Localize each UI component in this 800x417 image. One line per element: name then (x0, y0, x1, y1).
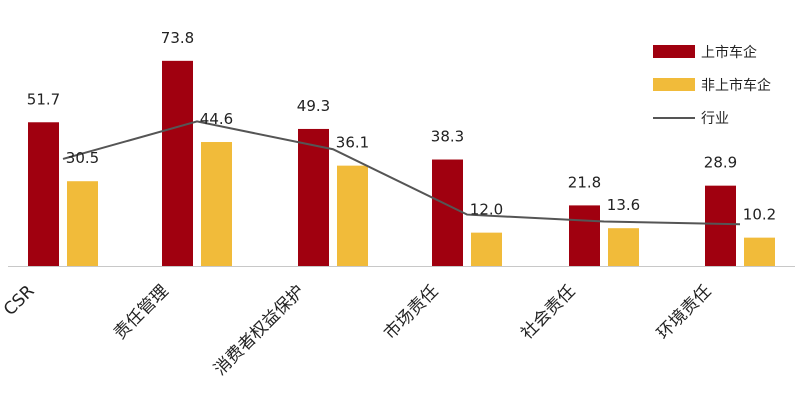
value-label-listed-2: 49.3 (297, 97, 330, 115)
legend-label-industry: 行业 (701, 111, 729, 127)
value-label-unlisted-4: 13.6 (607, 196, 640, 214)
value-label-listed-5: 28.9 (704, 154, 737, 172)
industry-line (62, 120, 741, 226)
bar-listed-4 (569, 205, 600, 266)
value-label-listed-4: 21.8 (568, 173, 601, 191)
legend-swatch-unlisted (653, 78, 695, 91)
bar-unlisted-3 (471, 232, 502, 266)
bar-listed-5 (705, 185, 736, 266)
category-labels-layer: CSR 责任管理 消费者权益保护 市场责任 社会责任 环境责任 (0, 281, 716, 379)
bars-layer (28, 60, 775, 266)
category-label-0: CSR (0, 281, 39, 320)
value-label-listed-0: 51.7 (27, 90, 60, 108)
bar-unlisted-1 (201, 142, 232, 266)
bar-listed-3 (432, 159, 463, 266)
value-label-listed-1: 73.8 (161, 29, 194, 47)
bar-listed-0 (28, 122, 59, 266)
bar-listed-2 (298, 128, 329, 266)
bar-unlisted-4 (608, 228, 639, 266)
bar-unlisted-5 (744, 237, 775, 266)
legend-swatch-listed (653, 45, 695, 58)
bar-unlisted-2 (337, 165, 368, 266)
value-label-unlisted-3: 12.0 (470, 201, 503, 219)
category-label-4: 社会责任 (517, 281, 579, 343)
value-labels-layer: 51.7 30.5 73.8 44.6 49.3 36.1 38.3 12.0 21.8 13.6… (27, 29, 776, 224)
value-label-listed-3: 38.3 (431, 128, 464, 146)
category-label-3: 市场责任 (380, 281, 442, 343)
bar-listed-1 (162, 60, 193, 266)
value-label-unlisted-5: 10.2 (743, 206, 776, 224)
value-label-unlisted-1: 44.6 (200, 110, 233, 128)
category-label-1: 责任管理 (110, 281, 172, 343)
category-label-2: 消费者权益保护 (210, 281, 308, 379)
category-label-5: 环境责任 (653, 281, 715, 343)
bar-unlisted-0 (67, 181, 98, 266)
line-layer (62, 120, 741, 226)
legend-label-listed: 上市车企 (701, 44, 757, 61)
legend-label-unlisted: 非上市车企 (701, 77, 771, 94)
value-label-unlisted-0: 30.5 (66, 149, 99, 167)
value-label-unlisted-2: 36.1 (336, 134, 369, 152)
